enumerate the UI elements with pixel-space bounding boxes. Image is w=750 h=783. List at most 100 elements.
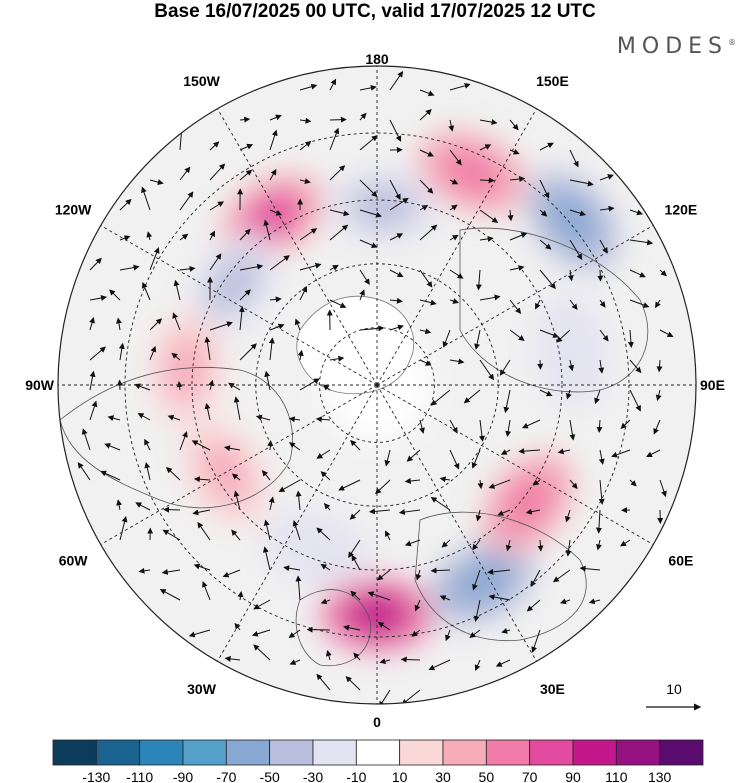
wind-arrow bbox=[419, 419, 425, 434]
anomaly-core bbox=[544, 191, 601, 251]
colorbar-swatch bbox=[399, 739, 444, 766]
wind-arrow bbox=[141, 282, 151, 301]
wind-arrow bbox=[565, 539, 572, 557]
anomaly-core bbox=[549, 316, 595, 385]
wind-arrow bbox=[507, 209, 514, 222]
wind-arrow bbox=[384, 449, 391, 467]
wind-arrow bbox=[239, 343, 257, 361]
wind-arrow bbox=[552, 569, 571, 583]
wind-arrow bbox=[509, 232, 528, 241]
wind-arrow bbox=[599, 205, 615, 212]
wind-arrow bbox=[449, 358, 465, 365]
wind-arrow bbox=[599, 329, 609, 342]
wind-arrow bbox=[320, 598, 331, 605]
wind-arrow bbox=[167, 414, 181, 421]
wind-arrow bbox=[611, 449, 631, 458]
wind-arrow bbox=[474, 329, 481, 350]
wind-arrow bbox=[620, 419, 631, 429]
wind-arrow bbox=[179, 431, 188, 451]
wind-arrow bbox=[389, 297, 403, 304]
wind-arrow bbox=[449, 234, 459, 241]
wind-arrow bbox=[297, 349, 304, 361]
wind-arrow bbox=[389, 179, 401, 201]
wind-arrow bbox=[299, 83, 318, 91]
wind-arrow bbox=[477, 479, 484, 490]
wind-arrow bbox=[411, 629, 421, 637]
wind-arrow bbox=[539, 269, 556, 290]
wind-arrow bbox=[599, 299, 606, 308]
wind-arrow bbox=[161, 568, 181, 575]
wind-arrow bbox=[135, 502, 151, 511]
colorbar-swatch bbox=[139, 739, 184, 766]
wind-arrow bbox=[568, 359, 575, 372]
wind-arrow bbox=[100, 470, 121, 481]
wind-arrow bbox=[119, 515, 128, 541]
wind-arrow bbox=[288, 629, 301, 638]
wind-arrow bbox=[107, 415, 121, 422]
wind-arrow bbox=[81, 428, 91, 451]
reference-vector: 10 bbox=[646, 681, 702, 711]
wind-arrow bbox=[269, 296, 282, 303]
colorbar-swatch bbox=[52, 739, 97, 766]
wind-arrow bbox=[497, 509, 511, 516]
colorbar-tick-label: -90 bbox=[173, 769, 193, 783]
wind-arrow bbox=[176, 381, 183, 391]
wind-arrow bbox=[532, 479, 541, 486]
wind-arrow bbox=[475, 269, 482, 291]
wind-arrow bbox=[253, 644, 271, 661]
wind-arrow bbox=[89, 346, 106, 361]
wind-arrow bbox=[149, 179, 164, 185]
wind-arrow bbox=[567, 269, 574, 282]
wind-arrow bbox=[288, 416, 301, 423]
wind-arrow bbox=[478, 419, 485, 442]
wind-arrow bbox=[316, 449, 331, 459]
wind-arrow bbox=[192, 509, 211, 516]
wind-arrow bbox=[596, 539, 602, 551]
wind-arrow bbox=[264, 370, 271, 391]
wind-arrow bbox=[359, 112, 367, 121]
wind-arrow bbox=[345, 676, 361, 691]
wind-arrow bbox=[255, 414, 271, 421]
wind-arrow bbox=[659, 329, 674, 337]
wind-arrow bbox=[239, 289, 251, 301]
wind-arrow bbox=[202, 581, 211, 601]
wind-arrow bbox=[379, 658, 391, 665]
wind-arrow bbox=[539, 179, 550, 199]
wind-arrow bbox=[406, 449, 421, 462]
wind-arrow bbox=[569, 479, 578, 490]
latitude-circle bbox=[319, 327, 435, 443]
wind-arrow bbox=[269, 209, 283, 216]
colorbar-tick-label: 70 bbox=[522, 769, 538, 783]
wind-arrow bbox=[204, 402, 211, 421]
wind-arrow bbox=[559, 598, 571, 605]
colorbar-tick-label: 110 bbox=[605, 769, 628, 783]
wind-arrow bbox=[368, 508, 391, 515]
wind-arrow bbox=[442, 329, 451, 348]
wind-arrow bbox=[569, 239, 583, 261]
longitude-label: 150E bbox=[536, 73, 569, 89]
wind-arrow bbox=[149, 318, 163, 331]
wind-arrow bbox=[329, 224, 349, 241]
wind-arrow bbox=[179, 166, 191, 181]
wind-arrow bbox=[518, 448, 541, 455]
wind-arrow bbox=[233, 490, 241, 511]
wind-arrow bbox=[385, 530, 391, 541]
wind-arrow bbox=[159, 589, 181, 601]
wind-arrow bbox=[348, 539, 361, 559]
map-title: Base 16/07/2025 00 UTC, valid 17/07/2025… bbox=[154, 1, 596, 22]
wind-arrow bbox=[419, 299, 437, 306]
wind-arrow bbox=[495, 659, 511, 667]
wind-arrow bbox=[539, 389, 553, 397]
wind-arrow bbox=[191, 440, 211, 451]
longitude-label: 90W bbox=[25, 377, 55, 393]
wind-arrow bbox=[295, 575, 302, 601]
meridian-line bbox=[217, 384, 378, 662]
wind-arrow bbox=[474, 659, 481, 671]
wind-arrow bbox=[659, 269, 667, 277]
wind-arrow bbox=[415, 569, 422, 581]
wind-arrow bbox=[351, 554, 361, 571]
meridian-line bbox=[376, 108, 537, 386]
wind-arrow bbox=[329, 165, 346, 181]
wind-arrow bbox=[89, 400, 98, 421]
